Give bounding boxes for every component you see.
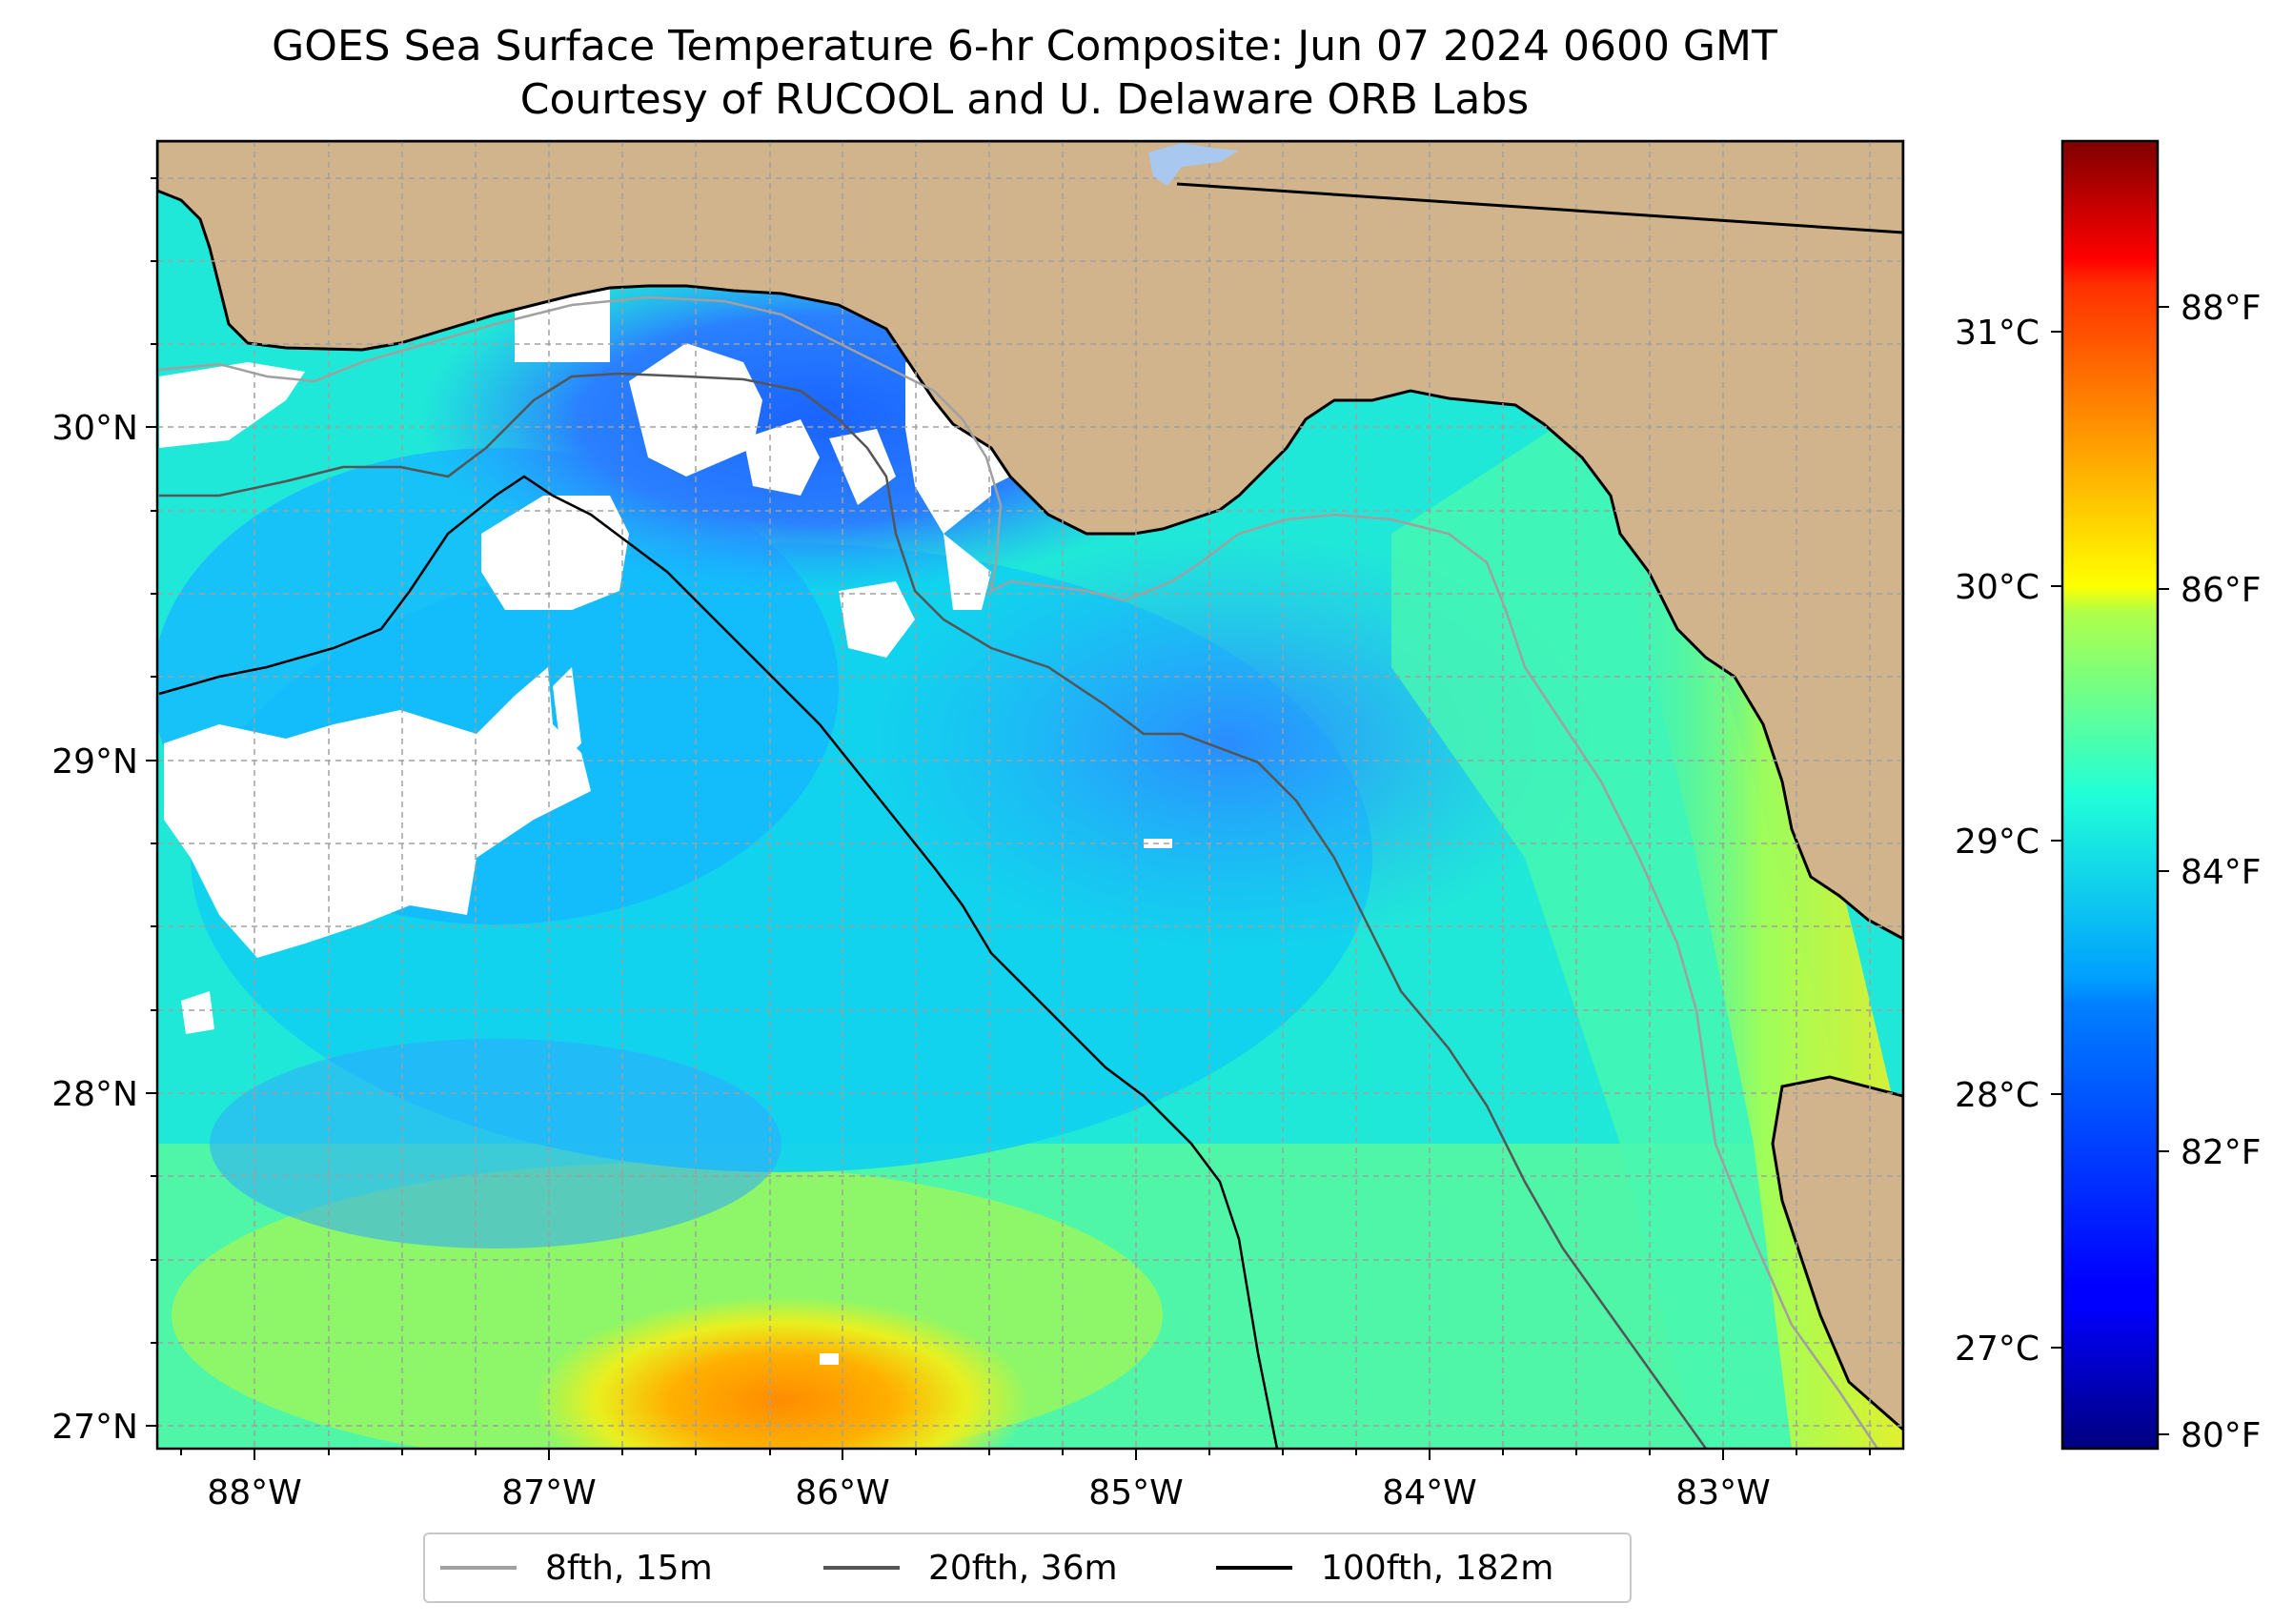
lon-label: 83°W [1675, 1473, 1770, 1512]
isobath-legend: 8fth, 15m 20fth, 36m 100fth, 182m [423, 1533, 1632, 1603]
lon-label: 86°W [795, 1473, 889, 1512]
lon-label: 85°W [1088, 1473, 1183, 1512]
colorbar-fahrenheit-label: 82°F [2181, 1133, 2262, 1172]
map-frame [155, 139, 1905, 1451]
lat-label: 28°N [51, 1075, 138, 1114]
lat-label: 27°N [51, 1408, 138, 1447]
ocean-cool-patch-south [210, 1039, 781, 1248]
isobath-100fth [158, 475, 1279, 1449]
legend-line-100fth [1216, 1566, 1292, 1570]
lon-ticks [180, 1449, 1871, 1460]
lon-label: 87°W [501, 1473, 596, 1512]
colorbar-fahrenheit-label: 84°F [2181, 853, 2262, 892]
colorbar-fahrenheit-label: 80°F [2181, 1416, 2262, 1455]
lat-ticks [146, 177, 157, 1427]
colorbar-fahrenheit-label: 88°F [2181, 289, 2262, 328]
legend-line-20fth [823, 1566, 900, 1570]
inland-lake [1148, 143, 1239, 186]
map-title: GOES Sea Surface Temperature 6-hr Compos… [272, 22, 1777, 71]
legend-item-8fth: 8fth, 15m [440, 1534, 713, 1601]
lon-label: 88°W [207, 1473, 301, 1512]
colorbar-celsius-label: 27°C [1955, 1330, 2039, 1369]
legend-label: 8fth, 15m [545, 1548, 713, 1588]
ocean-warm-spot [534, 1296, 1029, 1449]
map-subtitle: Courtesy of RUCOOL and U. Delaware ORB L… [519, 75, 1530, 124]
colorbar-fahrenheit-label: 86°F [2181, 571, 2262, 610]
legend-label: 100fth, 182m [1321, 1548, 1554, 1588]
lon-label: 84°W [1382, 1473, 1476, 1512]
lat-label: 29°N [51, 742, 138, 782]
map-panel [157, 141, 1903, 1449]
colorbar-celsius-label: 31°C [1955, 314, 2039, 353]
colorbar-celsius-label: 30°C [1955, 568, 2039, 607]
state-border-line [1176, 182, 1903, 234]
colorbar-celsius-label: 29°C [1955, 822, 2039, 862]
colorbar [2060, 139, 2160, 1451]
legend-label: 20fth, 36m [928, 1548, 1118, 1588]
colorbar-celsius-label: 28°C [1955, 1076, 2039, 1115]
legend-item-100fth: 100fth, 182m [1216, 1534, 1553, 1601]
legend-item-20fth: 20fth, 36m [823, 1534, 1118, 1601]
isobath-20fth [159, 372, 1708, 1449]
legend-line-8fth [440, 1566, 517, 1570]
colorbar-ticks [2051, 306, 2169, 1435]
lat-label: 30°N [51, 409, 138, 448]
map-gridlines [157, 141, 1903, 1449]
isobath-8fth [158, 295, 1879, 1449]
